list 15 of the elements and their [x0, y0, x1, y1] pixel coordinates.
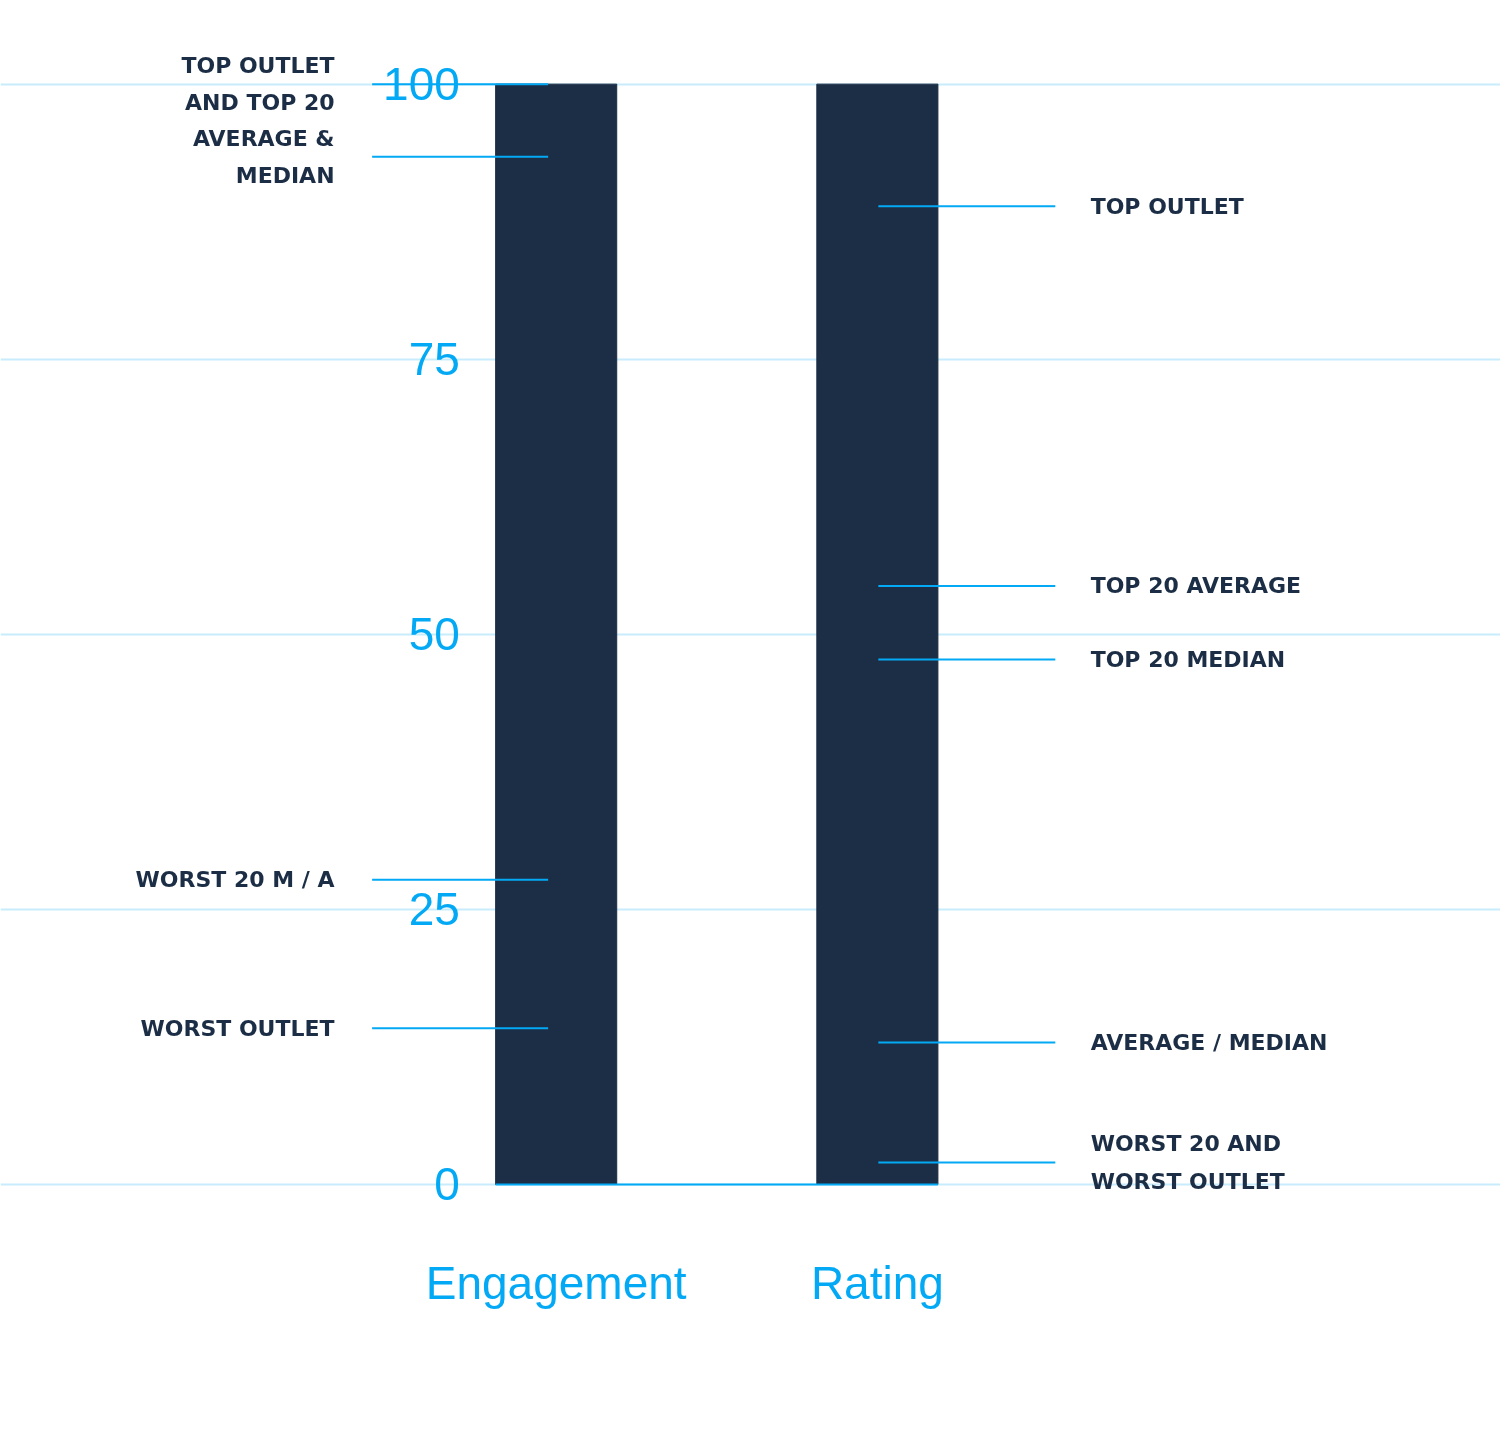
y-tick-label: 75 — [408, 333, 460, 386]
ref-line-label: AVERAGE & MEDIAN — [193, 125, 335, 188]
x-tick-label: Rating — [810, 1256, 944, 1309]
x-tick-label: Engagement — [425, 1256, 687, 1309]
ref-line-label: TOP 20 AVERAGE — [1090, 573, 1302, 599]
ref-line-label: TOP OUTLET — [1090, 193, 1244, 219]
y-tick-label: 50 — [408, 608, 460, 661]
ref-line-label: TOP OUTLET AND TOP 20 — [181, 52, 335, 116]
ref-line-label: TOP 20 MEDIAN — [1090, 647, 1286, 673]
y-tick-label: 0 — [434, 1158, 460, 1211]
ref-line-label: WORST 20 AND WORST OUTLET — [1090, 1131, 1285, 1194]
ref-line-label: WORST OUTLET — [140, 1015, 335, 1041]
ref-line-label: AVERAGE / MEDIAN — [1090, 1030, 1328, 1056]
ref-line-label: WORST 20 M / A — [135, 867, 335, 893]
y-tick-label: 25 — [408, 883, 460, 936]
